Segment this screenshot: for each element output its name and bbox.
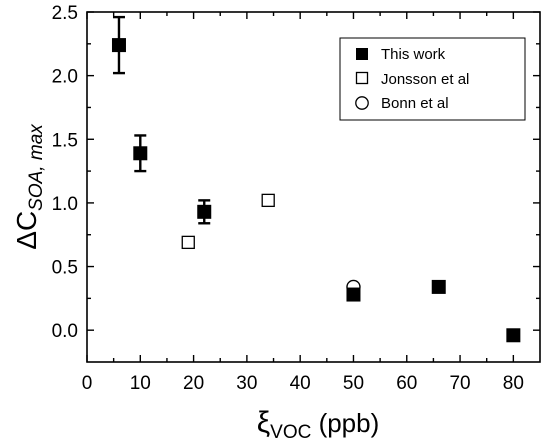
legend-marker-bonn	[355, 96, 369, 110]
data-point	[431, 279, 446, 294]
legend-label-bonn: Bonn et al	[381, 95, 449, 112]
x-tick-label: 60	[396, 373, 417, 394]
x-tick-label: 0	[82, 373, 93, 394]
plot-frame	[86, 11, 541, 363]
y-axis-title-sub: SOA, max	[26, 123, 47, 211]
x-tick-label: 30	[236, 373, 257, 394]
x-axis-title-suffix: (ppb)	[311, 408, 379, 438]
data-point	[346, 279, 361, 295]
y-tick-label: 0.0	[52, 321, 78, 342]
series-bonn-et-al	[346, 279, 361, 295]
series-jonsson-et-al	[181, 193, 275, 250]
x-tick-label: 10	[130, 373, 151, 394]
legend-label-this-work: This work	[381, 46, 446, 63]
x-tick-label: 50	[343, 373, 364, 394]
legend-label-jonsson: Jonsson et al	[381, 71, 469, 88]
data-point	[197, 204, 212, 219]
data-point	[111, 38, 126, 53]
legend-marker-jonsson	[355, 71, 369, 85]
x-axis-title-main: ξ	[257, 406, 270, 439]
x-tick-label: 40	[290, 373, 311, 394]
x-axis-title: ξVOC (ppb)	[257, 406, 380, 443]
y-tick-label: 0.5	[52, 258, 78, 279]
legend-marker-this-work	[356, 48, 368, 60]
y-tick-label: 1.5	[52, 130, 78, 151]
y-tick-label: 1.0	[52, 194, 78, 215]
x-tick-label: 70	[449, 373, 470, 394]
data-point	[181, 235, 195, 250]
data-point	[133, 146, 148, 161]
plot-area	[111, 15, 521, 343]
axes: 0 10 20 30 40 50 60 70 80 0.0 0.5 1.0 1.5 2.0 2.5	[52, 3, 541, 394]
legend: This work Jonsson et al Bonn et al	[339, 37, 526, 121]
data-point	[346, 287, 361, 302]
y-axis-title-main: ΔC	[11, 211, 42, 250]
y-tick-label: 2.5	[52, 3, 78, 24]
x-tick-label: 20	[183, 373, 204, 394]
x-axis-title-sub: VOC	[270, 422, 311, 443]
y-axis-title: ΔCSOA, max	[11, 123, 47, 250]
y-tick-label: 2.0	[52, 67, 78, 88]
data-point	[261, 193, 275, 208]
data-point	[506, 328, 521, 343]
series-this-work	[111, 15, 521, 343]
legend-frame	[339, 37, 526, 121]
x-tick-label: 80	[503, 373, 524, 394]
